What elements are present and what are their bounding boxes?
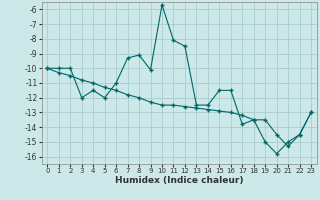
X-axis label: Humidex (Indice chaleur): Humidex (Indice chaleur) xyxy=(115,176,244,185)
